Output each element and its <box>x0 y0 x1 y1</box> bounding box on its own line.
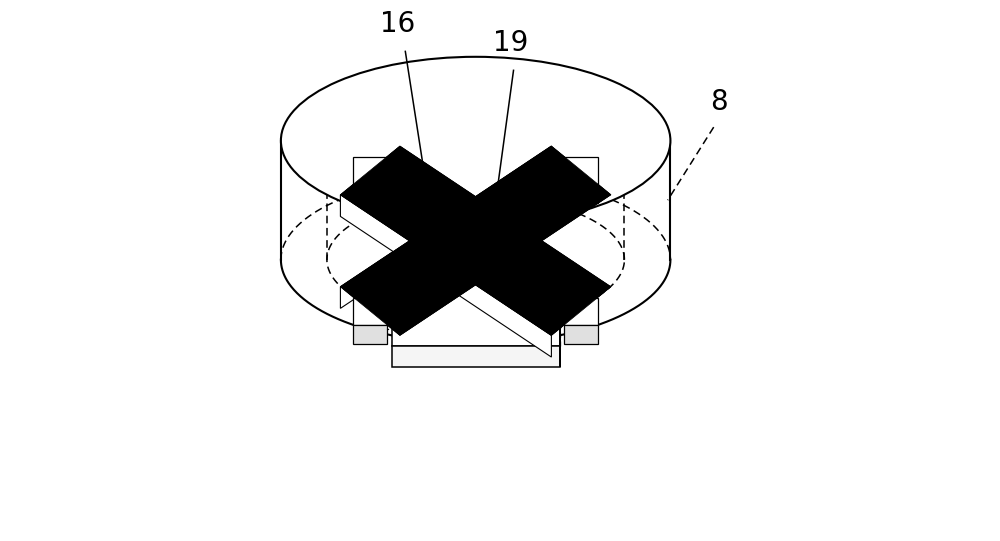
Polygon shape <box>340 146 611 335</box>
Polygon shape <box>340 146 611 335</box>
Polygon shape <box>564 298 598 325</box>
Polygon shape <box>392 287 560 346</box>
Text: 19: 19 <box>493 29 529 57</box>
Ellipse shape <box>281 57 670 225</box>
Polygon shape <box>353 298 387 325</box>
Polygon shape <box>340 146 611 335</box>
Polygon shape <box>392 346 560 367</box>
Polygon shape <box>564 184 598 203</box>
Text: 16: 16 <box>380 10 415 38</box>
Polygon shape <box>340 195 551 357</box>
Polygon shape <box>353 325 387 344</box>
Text: 8: 8 <box>710 88 728 116</box>
Polygon shape <box>353 184 387 203</box>
Polygon shape <box>353 157 387 184</box>
Polygon shape <box>340 146 611 335</box>
Polygon shape <box>340 146 551 308</box>
Polygon shape <box>564 157 598 184</box>
Polygon shape <box>564 325 598 344</box>
